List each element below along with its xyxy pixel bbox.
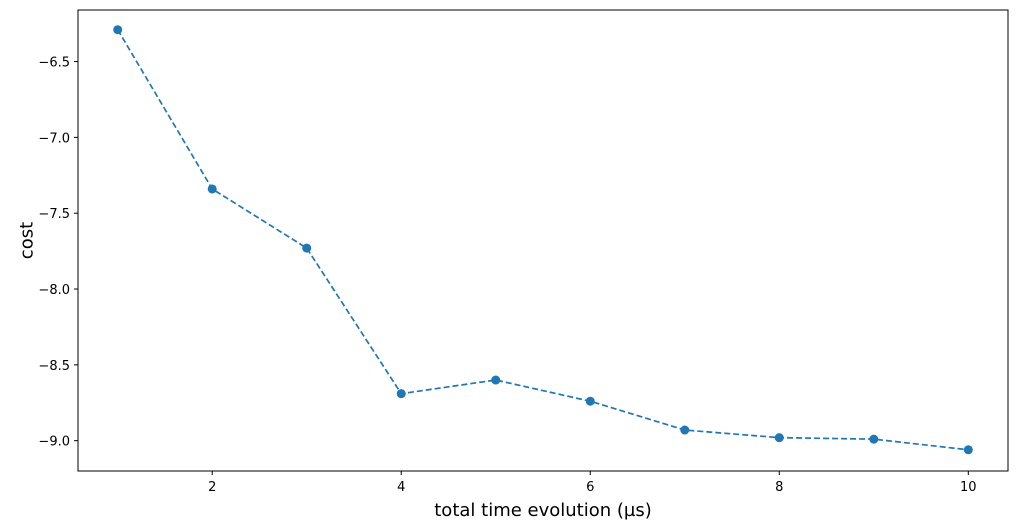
x-tick-label: 8 xyxy=(775,480,783,495)
data-point xyxy=(207,184,217,194)
plot-frame xyxy=(77,9,1009,472)
series-line xyxy=(116,29,969,451)
data-point xyxy=(774,433,784,443)
y-tick-label: −9.0 xyxy=(38,435,70,450)
y-axis-ticks: −6.5 −7.0 −7.5 −8.0 −8.5 −9.0 xyxy=(38,56,78,450)
series-layer xyxy=(113,25,973,455)
x-tick-label: 2 xyxy=(208,480,216,495)
data-point xyxy=(302,243,312,253)
data-point xyxy=(585,396,595,406)
data-point xyxy=(680,425,690,435)
data-point xyxy=(491,375,501,385)
x-axis-ticks: 2 4 6 8 10 xyxy=(208,471,977,495)
y-tick-label: −6.5 xyxy=(38,56,70,71)
x-tick-label: 6 xyxy=(586,480,594,495)
y-tick-label: −7.5 xyxy=(38,207,70,222)
data-point xyxy=(396,389,406,399)
y-axis-label: cost xyxy=(16,222,37,259)
data-point xyxy=(113,25,123,35)
data-point xyxy=(869,434,879,444)
x-tick-label: 4 xyxy=(397,480,405,495)
y-tick-label: −7.0 xyxy=(38,131,70,146)
y-tick-label: −8.0 xyxy=(38,283,70,298)
x-tick-label: 10 xyxy=(960,480,977,495)
y-tick-label: −8.5 xyxy=(38,359,70,374)
data-point xyxy=(963,445,973,455)
x-axis-label: total time evolution (µs) xyxy=(434,500,652,521)
